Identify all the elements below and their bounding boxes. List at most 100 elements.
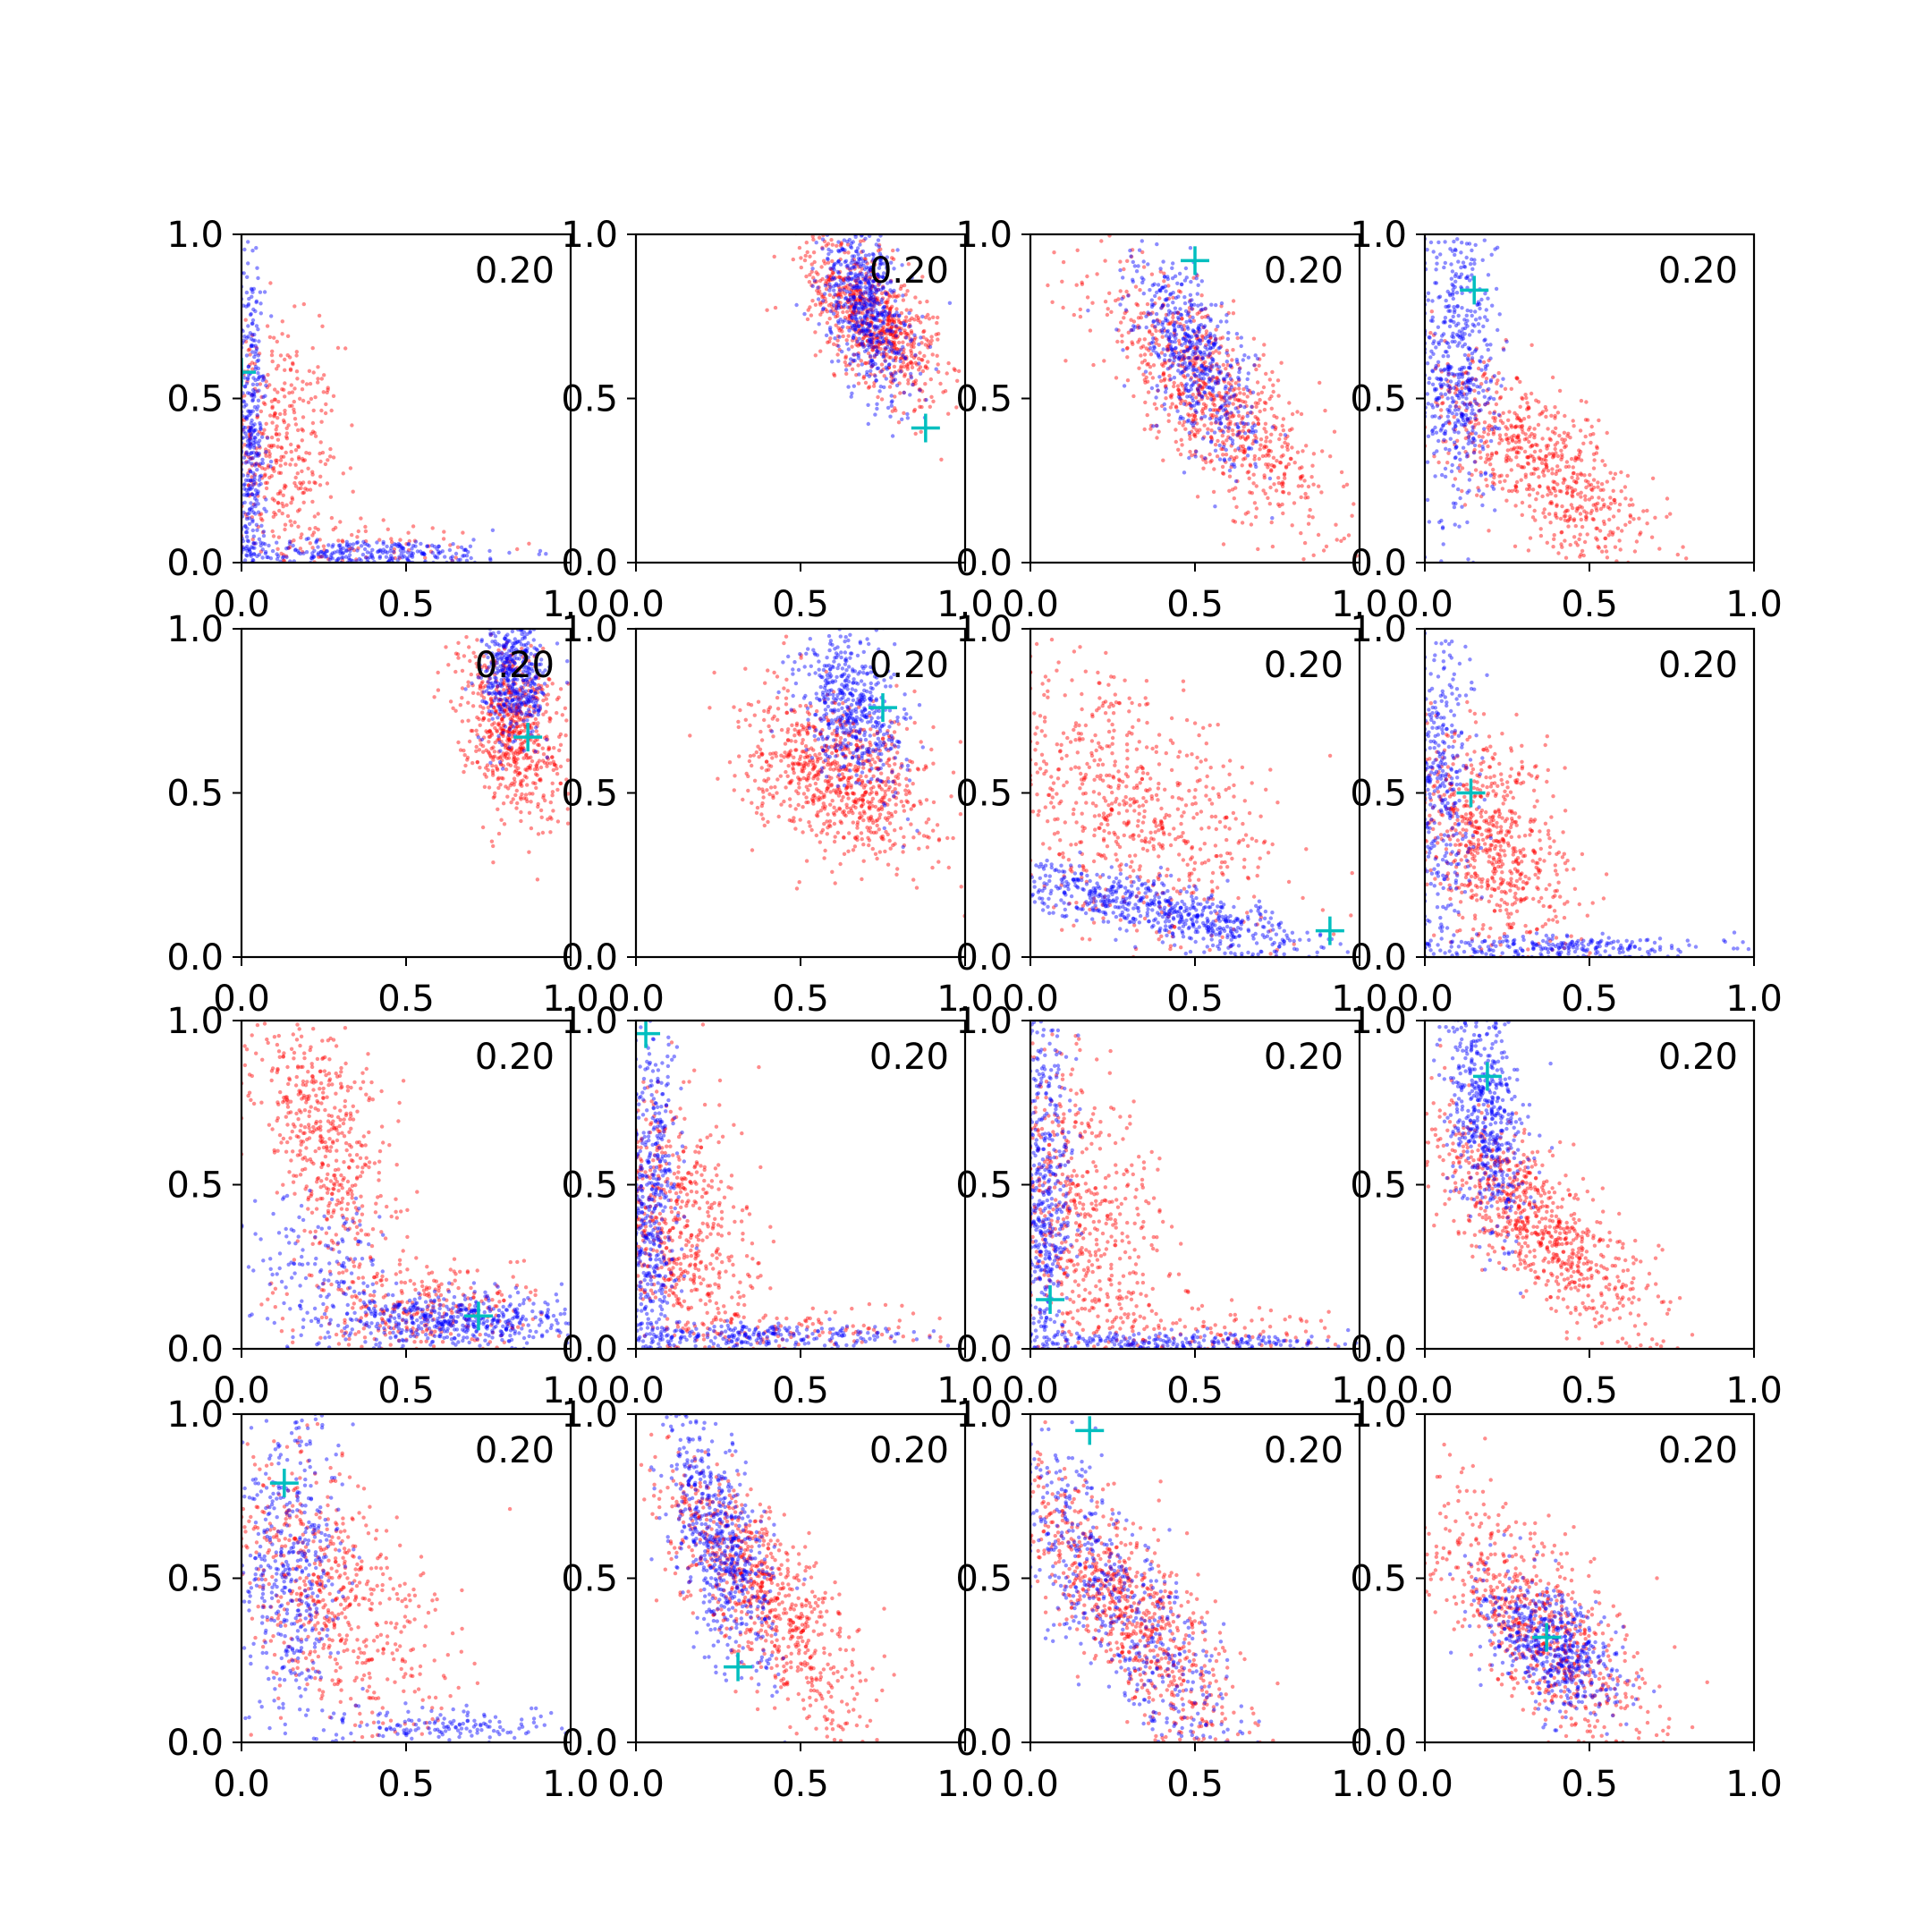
blue-point <box>1131 327 1136 332</box>
red-point <box>1196 329 1200 334</box>
blue-point <box>1207 379 1211 384</box>
blue-point <box>252 338 258 343</box>
blue-point <box>1173 310 1177 315</box>
red-point <box>1575 506 1580 511</box>
blue-point <box>355 540 360 545</box>
red-point <box>836 284 841 289</box>
blue-point <box>1201 325 1207 330</box>
blue-point <box>245 414 250 419</box>
blue-point <box>401 546 406 551</box>
red-point <box>1244 422 1249 427</box>
blue-point <box>244 353 250 358</box>
blue-point <box>877 274 881 278</box>
red-point <box>1179 437 1183 442</box>
red-point <box>1285 442 1291 446</box>
red-point <box>1150 376 1156 380</box>
blue-point <box>857 324 861 328</box>
red-point <box>1198 385 1203 390</box>
blue-point <box>1236 376 1241 380</box>
blue-point <box>1467 242 1472 246</box>
blue-point <box>870 290 875 294</box>
red-point <box>1238 391 1242 395</box>
red-point <box>910 353 914 359</box>
red-point <box>884 336 889 341</box>
red-point <box>1256 401 1260 406</box>
blue-point <box>1172 334 1176 338</box>
red-point <box>1284 445 1290 449</box>
blue-point <box>253 364 258 369</box>
red-point <box>936 332 941 336</box>
red-point <box>928 377 934 382</box>
red-point <box>316 512 320 516</box>
red-point <box>1474 401 1479 405</box>
blue-point <box>850 254 855 258</box>
blue-point <box>1193 408 1198 412</box>
red-point <box>1253 433 1258 438</box>
blue-point <box>836 295 841 301</box>
red-point <box>1165 347 1170 352</box>
blue-point <box>333 550 337 555</box>
blue-point <box>1428 335 1432 340</box>
red-point <box>1591 503 1596 507</box>
red-point <box>1216 381 1220 386</box>
blue-point <box>1431 341 1436 346</box>
blue-point <box>276 554 281 558</box>
red-point <box>1441 439 1445 444</box>
blue-point <box>381 541 386 547</box>
red-point <box>267 454 272 459</box>
red-point <box>275 458 279 462</box>
blue-point <box>252 494 257 498</box>
blue-point <box>1430 315 1436 319</box>
red-point <box>1524 395 1529 401</box>
blue-point <box>242 455 247 460</box>
red-point <box>284 426 289 430</box>
red-point <box>877 339 882 343</box>
blue-point <box>1462 423 1466 428</box>
blue-point <box>397 544 402 549</box>
blue-point <box>1456 394 1461 398</box>
red-point <box>1545 446 1549 451</box>
blue-point <box>1196 326 1200 331</box>
red-point <box>1154 423 1159 428</box>
red-point <box>503 755 507 759</box>
red-point <box>1529 471 1534 476</box>
blue-point <box>864 265 869 270</box>
scatter-points <box>1425 236 1689 563</box>
red-point <box>1684 556 1689 561</box>
red-point <box>1470 472 1474 478</box>
red-point <box>1252 453 1258 459</box>
blue-point <box>1156 388 1160 393</box>
blue-point <box>859 328 864 334</box>
red-point <box>889 339 894 344</box>
red-point <box>1492 427 1496 431</box>
blue-point <box>1192 302 1197 307</box>
red-point <box>1500 487 1505 491</box>
red-point <box>316 377 320 381</box>
red-point <box>807 280 812 284</box>
red-point <box>1572 517 1577 521</box>
blue-point <box>858 295 862 300</box>
blue-point <box>1245 453 1250 458</box>
blue-point <box>251 376 256 380</box>
blue-point <box>257 444 261 448</box>
red-point <box>1547 512 1552 516</box>
red-point <box>892 330 897 335</box>
red-point <box>1250 491 1255 496</box>
red-point <box>1162 279 1166 284</box>
red-point <box>864 316 869 320</box>
blue-point <box>1479 438 1484 443</box>
red-point <box>275 390 280 394</box>
blue-point <box>544 552 548 556</box>
red-point <box>302 458 308 462</box>
blue-point <box>1458 457 1462 462</box>
red-point <box>1203 381 1208 386</box>
blue-point <box>1450 269 1455 274</box>
red-point <box>1525 455 1530 460</box>
red-point <box>1578 532 1582 537</box>
red-point <box>1487 411 1492 415</box>
blue-point <box>1486 347 1491 352</box>
red-point <box>1201 385 1207 389</box>
blue-point <box>836 258 841 264</box>
blue-point <box>1184 319 1189 325</box>
red-point <box>1527 487 1532 491</box>
